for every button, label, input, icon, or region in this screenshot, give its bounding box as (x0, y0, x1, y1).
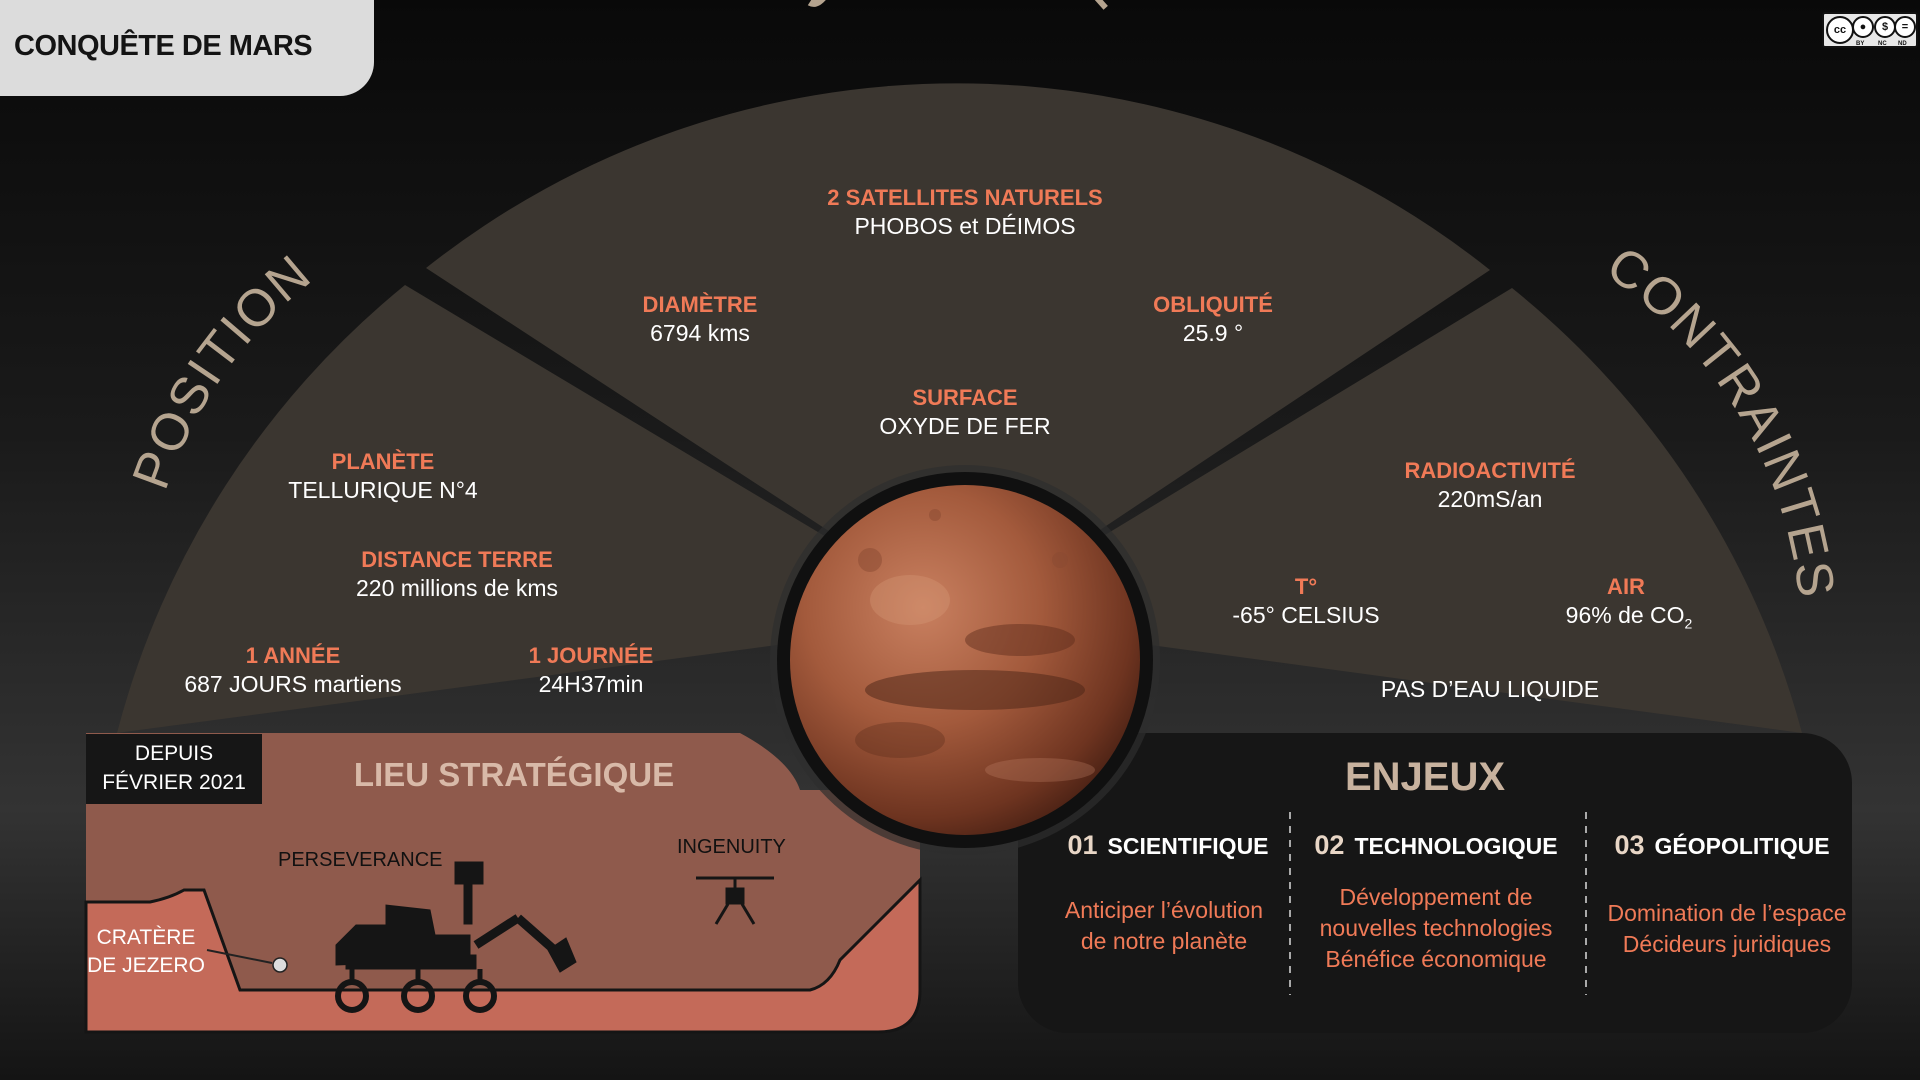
annee-label: 1 ANNÉE (245, 643, 341, 668)
air-value: 96% de CO2 (1565, 602, 1693, 632)
enjeu-heading: 01 SCIENTIFIQUE (1067, 830, 1268, 861)
crater-label-line2: DE JEZERO (87, 954, 205, 977)
nc-label: NC (1878, 41, 1887, 47)
nc-icon: $ (1874, 16, 1896, 38)
ingenuity-label: INGENUITY (677, 836, 786, 858)
contraintes-wedge (965, 288, 1802, 733)
annee-value: 687 JOURS martiens (184, 671, 402, 697)
enjeu-line: Développement de (1339, 884, 1533, 910)
cc-icon: cc (1826, 16, 1854, 44)
crater-marker (272, 957, 288, 973)
crater-label-line1: CRATÈRE (96, 926, 196, 949)
structure-wedge (426, 83, 1490, 620)
header-tab: CONQUÊTE DE MARS (0, 0, 374, 96)
enjeu-line: Domination de l’espace (1607, 900, 1847, 926)
enjeu-title: SCIENTIFIQUE (1107, 833, 1269, 859)
enjeu-line: Décideurs juridiques (1622, 931, 1832, 957)
perseverance-label: PERSEVERANCE (278, 849, 443, 871)
journee-label: 1 JOURNÉE (528, 643, 654, 668)
enjeu-line: Bénéfice économique (1325, 946, 1547, 972)
enjeu-description: Anticiper l’évolution de notre planète (1065, 895, 1263, 957)
mars-planet-image (790, 485, 1140, 835)
lieu-strategique-title: LIEU STRATÉGIQUE (353, 756, 675, 793)
enjeu-title: GÉOPOLITIQUE (1654, 833, 1830, 859)
radioactivite-label: RADIOACTIVITÉ (1404, 458, 1576, 483)
surface-label: SURFACE (912, 385, 1018, 410)
structure-section-title: STRUCTURE (780, 0, 1141, 21)
planete-label: PLANÈTE (331, 449, 435, 474)
lieu-panel (86, 733, 920, 1032)
planete-value: TELLURIQUE N°4 (288, 477, 478, 503)
satellites-value: PHOBOS et DÉIMOS (854, 213, 1076, 239)
enjeu-line: nouvelles technologies (1319, 915, 1553, 941)
enjeu-description: Domination de l’espace Décideurs juridiq… (1607, 898, 1846, 960)
air-label: AIR (1607, 574, 1645, 599)
by-icon: ● (1852, 16, 1874, 38)
obliquite-value: 25.9 ° (1182, 320, 1244, 346)
by-label: BY (1856, 41, 1865, 47)
structure-fan (117, 83, 1802, 733)
nd-label: ND (1898, 41, 1907, 47)
enjeu-heading: 03 GÉOPOLITIQUE (1614, 830, 1829, 861)
enjeu-line: Anticiper l’évolution (1064, 897, 1264, 923)
enjeu-heading: 02 TECHNOLOGIQUE (1314, 830, 1557, 861)
surface-value: OXYDE DE FER (879, 413, 1051, 439)
position-wedge (117, 285, 965, 733)
nd-icon: = (1894, 16, 1916, 38)
diametre-value: 6794 kms (650, 320, 750, 346)
diametre-label: DIAMÈTRE (642, 292, 758, 317)
since-badge-line2: FÉVRIER 2021 (102, 771, 246, 794)
ingenuity-helicopter-icon (696, 876, 774, 925)
temperature-value: -65° CELSIUS (1232, 602, 1380, 628)
crater-label: CRATÈRE DE JEZERO (87, 924, 205, 980)
air-subscript: 2 (1684, 615, 1693, 632)
enjeu-number: 02 (1314, 830, 1345, 860)
distance-value: 220 millions de kms (356, 575, 558, 601)
temperature-label: T° (1294, 574, 1318, 599)
satellites-label: 2 SATELLITES NATURELS (827, 185, 1103, 210)
enjeu-description: Développement de nouvelles technologies … (1320, 882, 1553, 975)
journee-value: 24H37min (538, 671, 644, 697)
page-title: CONQUÊTE DE MARS (14, 30, 313, 62)
jezero-ground (84, 876, 922, 1034)
since-badge: DEPUIS FÉVRIER 2021 (86, 734, 262, 804)
distance-label: DISTANCE TERRE (361, 547, 553, 572)
radioactivite-value: 220mS/an (1437, 486, 1543, 512)
eau-value: PAS D’EAU LIQUIDE (1380, 676, 1600, 702)
since-badge-line1: DEPUIS (134, 742, 214, 765)
creative-commons-license-badge: cc ● $ = BY NC ND (1822, 12, 1918, 48)
enjeu-number: 01 (1067, 830, 1098, 860)
obliquite-label: OBLIQUITÉ (1153, 292, 1273, 317)
enjeu-number: 03 (1614, 830, 1645, 860)
enjeux-title: ENJEUX (1344, 755, 1506, 799)
enjeu-line: de notre planète (1080, 928, 1248, 954)
perseverance-rover-icon (335, 861, 577, 1013)
enjeux-panel (1018, 733, 1852, 1033)
enjeu-title: TECHNOLOGIQUE (1354, 833, 1558, 859)
crater-pointer-line (206, 949, 273, 964)
